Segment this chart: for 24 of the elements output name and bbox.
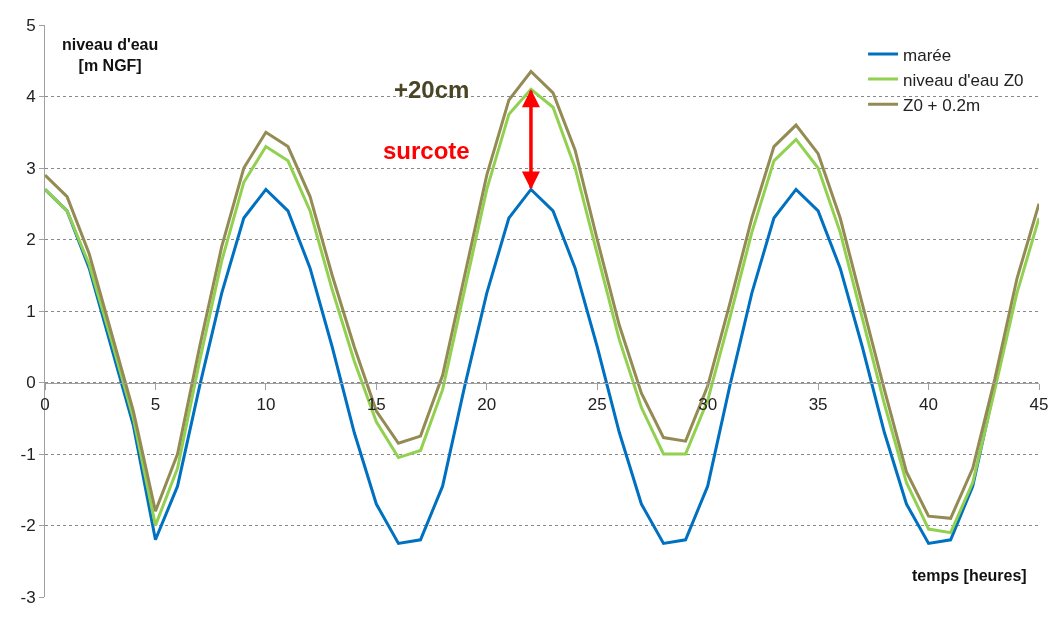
legend-label: marée xyxy=(903,45,952,65)
x-tick-label: 35 xyxy=(808,394,828,414)
x-tick-label: 40 xyxy=(919,394,939,414)
y-tick-label: -3 xyxy=(20,587,36,607)
y-tick-label: 3 xyxy=(26,158,36,178)
y-tick-label: -2 xyxy=(20,516,36,536)
y-tick-label: 0 xyxy=(26,373,36,393)
x-tick-label: 45 xyxy=(1029,394,1049,414)
x-tick-label: 10 xyxy=(256,394,276,414)
x-tick-label: 0 xyxy=(40,394,50,414)
y-tick-label: 2 xyxy=(26,230,36,250)
x-tick-label: 5 xyxy=(150,394,161,414)
x-tick-label: 25 xyxy=(587,394,607,414)
y-tick-label: 5 xyxy=(26,15,36,35)
x-axis-title: temps [heures] xyxy=(912,567,1027,584)
y-tick-label: 1 xyxy=(26,301,36,321)
annotation: +20cm xyxy=(394,76,470,103)
y-tick-label: -1 xyxy=(20,444,36,464)
annotation: surcote xyxy=(383,137,470,164)
x-tick-label: 20 xyxy=(477,394,497,414)
legend-label: niveau d'eau Z0 xyxy=(903,70,1024,90)
y-tick-label: 4 xyxy=(26,87,36,107)
y-axis-title: niveau d'eau [m NGF] xyxy=(62,36,159,74)
legend-label: Z0 + 0.2m xyxy=(903,95,981,115)
